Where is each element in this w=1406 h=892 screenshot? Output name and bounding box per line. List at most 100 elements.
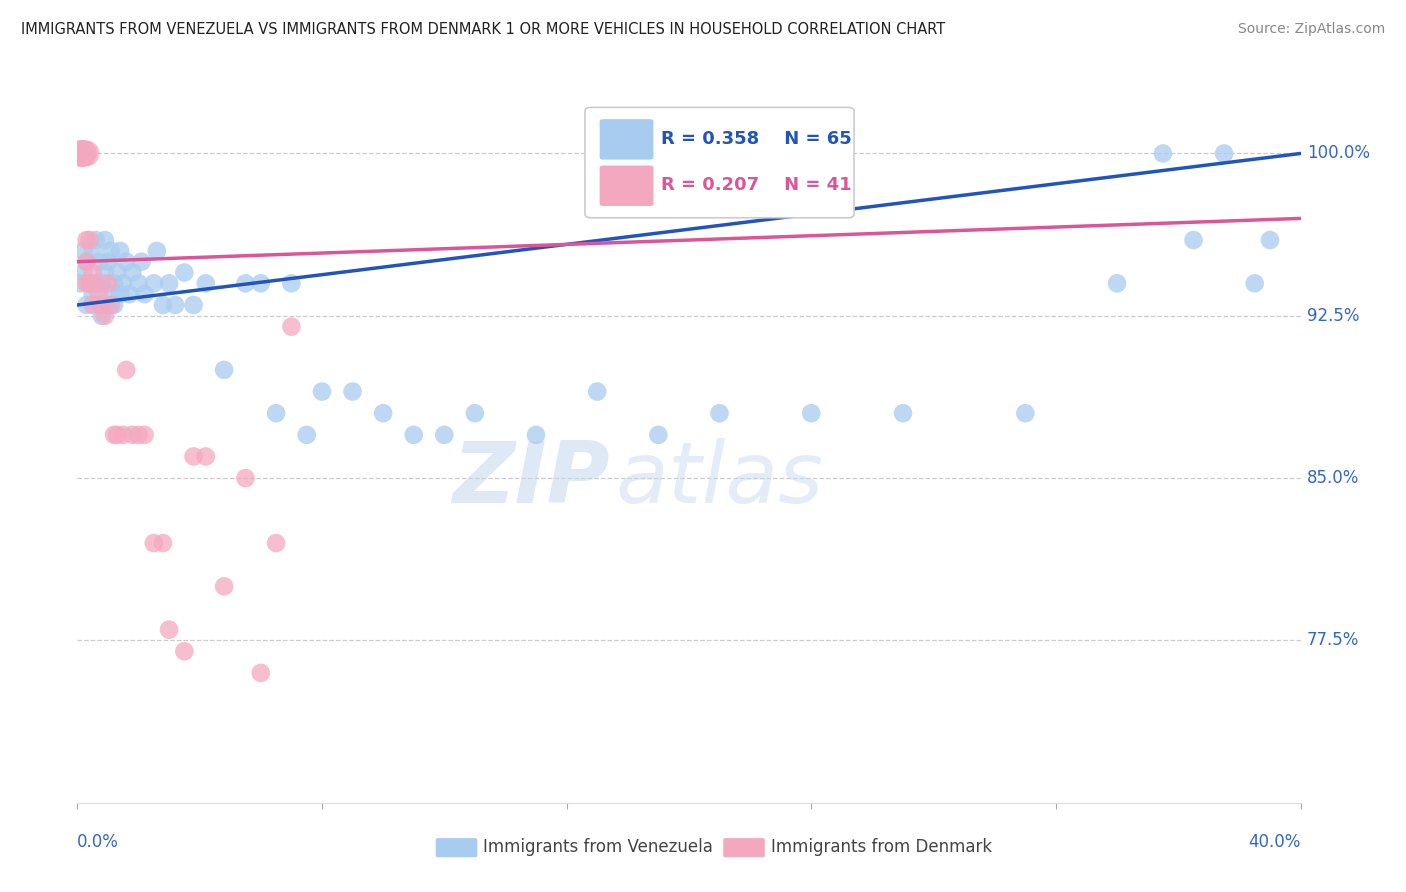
Point	[72, 244, 94, 258]
Point	[800, 406, 823, 420]
Point	[69, 277, 91, 291]
Point	[371, 406, 394, 420]
Text: IMMIGRANTS FROM VENEZUELA VS IMMIGRANTS FROM DENMARK 1 OR MORE VEHICLES IN HOUSE: IMMIGRANTS FROM VENEZUELA VS IMMIGRANTS …	[21, 22, 945, 37]
Text: 85.0%: 85.0%	[1306, 469, 1360, 487]
Point	[280, 277, 302, 291]
FancyBboxPatch shape	[599, 166, 654, 206]
Point	[152, 536, 174, 550]
Point	[97, 254, 120, 268]
Point	[97, 277, 120, 291]
Text: Immigrants from Denmark: Immigrants from Denmark	[770, 838, 993, 856]
Point	[173, 266, 195, 280]
Point	[69, 146, 91, 161]
Point	[235, 471, 257, 485]
Point	[264, 406, 287, 420]
Point	[79, 233, 101, 247]
Point	[709, 406, 731, 420]
Point	[82, 287, 104, 301]
Point	[183, 298, 205, 312]
Point	[103, 277, 125, 291]
Point	[118, 287, 141, 301]
Point	[87, 287, 110, 301]
Point	[100, 287, 122, 301]
Point	[97, 298, 120, 312]
Point	[72, 146, 94, 161]
Point	[524, 427, 547, 442]
Point	[69, 146, 91, 161]
Point	[212, 363, 235, 377]
Point	[100, 298, 122, 312]
Point	[82, 244, 104, 258]
Point	[121, 427, 143, 442]
Text: R = 0.207    N = 41: R = 0.207 N = 41	[661, 176, 852, 194]
FancyBboxPatch shape	[599, 120, 654, 160]
Point	[250, 277, 273, 291]
Point	[1258, 233, 1281, 247]
Text: ZIP: ZIP	[451, 437, 609, 521]
Point	[103, 298, 125, 312]
Point	[90, 277, 112, 291]
Point	[433, 427, 456, 442]
Point	[1182, 233, 1205, 247]
Point	[142, 277, 165, 291]
Point	[84, 277, 107, 291]
Text: 77.5%: 77.5%	[1306, 632, 1360, 649]
Point	[108, 244, 131, 258]
Point	[108, 287, 131, 301]
Point	[264, 536, 287, 550]
Point	[90, 309, 112, 323]
Point	[105, 427, 128, 442]
Point	[152, 298, 174, 312]
Point	[87, 298, 110, 312]
Point	[87, 254, 110, 268]
Point	[134, 427, 156, 442]
Point	[146, 244, 169, 258]
Point	[112, 427, 135, 442]
Point	[84, 233, 107, 247]
Point	[94, 266, 117, 280]
Point	[82, 266, 104, 280]
Point	[157, 623, 180, 637]
Point	[402, 427, 425, 442]
Point	[69, 146, 91, 161]
Point	[194, 450, 217, 464]
Point	[82, 298, 104, 312]
FancyBboxPatch shape	[436, 838, 477, 857]
Point	[121, 266, 143, 280]
Point	[183, 450, 205, 464]
Point	[235, 277, 257, 291]
Point	[76, 233, 98, 247]
Point	[94, 309, 117, 323]
Point	[165, 298, 187, 312]
Point	[250, 665, 273, 680]
Point	[76, 277, 98, 291]
Point	[69, 146, 91, 161]
Text: 40.0%: 40.0%	[1249, 833, 1301, 851]
Text: 100.0%: 100.0%	[1306, 145, 1369, 162]
Point	[76, 254, 98, 268]
Point	[105, 266, 128, 280]
Text: 0.0%: 0.0%	[77, 833, 120, 851]
Point	[311, 384, 333, 399]
Point	[72, 146, 94, 161]
Point	[342, 384, 364, 399]
Point	[115, 254, 138, 268]
Point	[127, 427, 149, 442]
Point	[157, 277, 180, 291]
Point	[94, 233, 117, 247]
Point	[173, 644, 195, 658]
Point	[134, 287, 156, 301]
Point	[112, 277, 135, 291]
Point	[212, 579, 235, 593]
Point	[84, 277, 107, 291]
Point	[76, 146, 98, 161]
Point	[891, 406, 914, 420]
Point	[280, 319, 302, 334]
Point	[103, 427, 125, 442]
FancyBboxPatch shape	[585, 107, 853, 218]
FancyBboxPatch shape	[723, 838, 765, 857]
Point	[127, 277, 149, 291]
Text: Immigrants from Venezuela: Immigrants from Venezuela	[484, 838, 713, 856]
Text: 92.5%: 92.5%	[1306, 307, 1360, 325]
Point	[100, 244, 122, 258]
